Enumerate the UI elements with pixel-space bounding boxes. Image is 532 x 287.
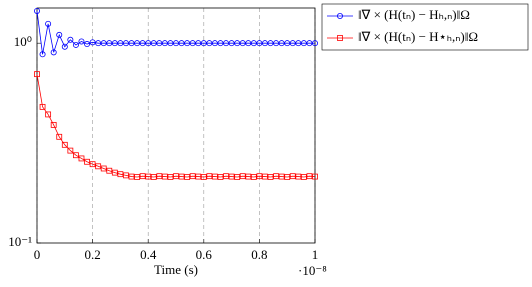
marker [184, 174, 191, 180]
marker [189, 173, 196, 180]
marker [45, 111, 52, 118]
marker [150, 174, 157, 180]
marker [284, 174, 291, 180]
marker [56, 31, 63, 38]
marker [100, 165, 107, 172]
marker [45, 20, 52, 27]
marker [95, 163, 102, 170]
marker [206, 173, 213, 180]
x-tick-label: 0.2 [84, 247, 100, 262]
marker [106, 167, 113, 174]
marker [50, 121, 57, 128]
x-tick-label: 0.8 [251, 247, 267, 262]
marker [295, 173, 302, 180]
marker [256, 173, 263, 180]
marker [134, 174, 140, 180]
series-line [36, 74, 316, 178]
marker [73, 152, 79, 159]
marker [61, 141, 68, 148]
marker [84, 158, 90, 165]
marker [89, 161, 96, 168]
marker [39, 51, 46, 58]
marker [78, 38, 85, 45]
marker [306, 173, 313, 180]
marker [67, 147, 74, 154]
marker [117, 171, 124, 178]
marker [61, 43, 68, 50]
marker [173, 173, 179, 180]
marker [161, 173, 168, 180]
y-tick-label: 10⁰ [14, 34, 32, 49]
marker [336, 12, 343, 19]
marker [200, 174, 207, 180]
marker [239, 173, 246, 180]
legend-label: ‖∇ × (H(tₙ) − Hₕ,ₙ)‖Ω [358, 7, 470, 22]
marker [278, 173, 285, 180]
marker [34, 7, 41, 14]
x-tick-label: 0 [34, 247, 41, 262]
marker [195, 173, 202, 180]
marker [245, 173, 252, 180]
marker [78, 155, 85, 162]
marker [34, 71, 40, 78]
x-tick-label: 1 [312, 247, 319, 262]
marker [67, 36, 74, 43]
series-line [36, 10, 315, 55]
marker [228, 173, 235, 180]
marker [212, 173, 218, 180]
marker [139, 173, 146, 180]
marker [128, 173, 135, 180]
legend-label: ‖∇ × (H(tₙ) − H⋆ₕ,ₙ)‖Ω [358, 29, 478, 44]
marker [50, 49, 57, 56]
marker [262, 173, 268, 180]
marker [89, 39, 96, 46]
marker [234, 174, 241, 180]
x-multiplier: ·10⁻⁸ [298, 263, 327, 278]
marker [167, 174, 174, 180]
marker [300, 174, 307, 180]
x-tick-label: 0.4 [140, 247, 157, 262]
marker [337, 35, 343, 41]
marker [178, 173, 185, 180]
legend-box [321, 3, 529, 51]
marker [123, 172, 129, 179]
marker [289, 173, 296, 180]
marker [72, 41, 79, 48]
x-tick-label: 0.6 [196, 247, 213, 262]
marker [84, 41, 91, 48]
marker [267, 174, 274, 180]
marker [217, 174, 224, 180]
marker [39, 103, 46, 110]
marker [312, 173, 318, 180]
marker [156, 173, 163, 180]
marker [250, 174, 257, 180]
plot-frame [36, 7, 316, 244]
marker [223, 173, 229, 180]
marker [311, 40, 318, 47]
y-tick-label: 10⁻¹ [8, 234, 32, 249]
marker [145, 173, 152, 180]
x-axis-label: Time (s) [154, 262, 198, 277]
marker [111, 169, 118, 176]
marker [56, 133, 63, 140]
marker [273, 173, 279, 180]
